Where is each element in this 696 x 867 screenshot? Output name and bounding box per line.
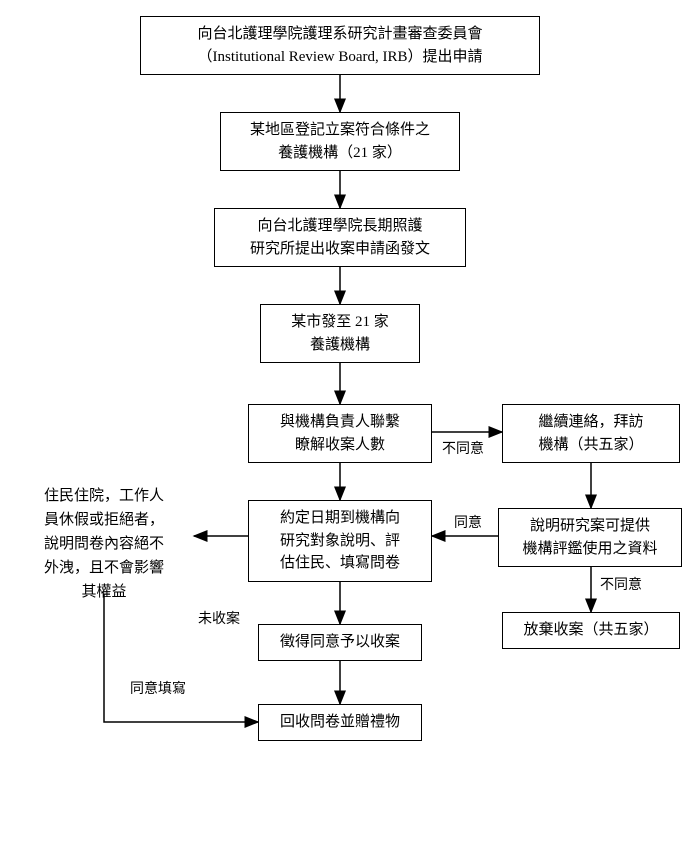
node-n5: 與機構負責人聯繫瞭解收案人數: [248, 404, 432, 463]
node-n2: 某地區登記立案符合條件之養護機構（21 家）: [220, 112, 460, 171]
node-sideLeft-line-2: 說明問卷內容絕不: [14, 532, 194, 556]
node-n7: 徵得同意予以收案: [258, 624, 422, 661]
node-n6r-line-0: 說明研究案可提供: [530, 515, 650, 538]
node-n4: 某市發至 21 家養護機構: [260, 304, 420, 363]
node-n8: 回收問卷並贈禮物: [258, 704, 422, 741]
node-n6: 約定日期到機構向研究對象說明、評估住民、填寫問卷: [248, 500, 432, 582]
node-n8-line-0: 回收問卷並贈禮物: [280, 711, 400, 734]
node-n1-line-0: 向台北護理學院護理系研究計畫審查委員會: [197, 23, 482, 46]
node-n5r-line-0: 繼續連絡，拜訪: [538, 411, 643, 434]
node-sideLeft-line-3: 外洩，且不會影響: [14, 556, 194, 580]
node-n5-line-0: 與機構負責人聯繫: [280, 411, 400, 434]
edge-label-9: 不同意: [598, 574, 644, 594]
node-n5-line-1: 瞭解收案人數: [295, 434, 385, 457]
node-n6-line-0: 約定日期到機構向: [280, 507, 400, 530]
node-n7r-line-0: 放棄收案（共五家）: [523, 619, 658, 642]
node-n5r: 繼續連絡，拜訪機構（共五家）: [502, 404, 680, 463]
node-n1-line-1: （Institutional Review Board, IRB）提出申請: [198, 46, 483, 69]
extra-label-0: 未收案: [196, 608, 242, 628]
edge-label-12: 同意填寫: [128, 678, 188, 698]
node-n7r: 放棄收案（共五家）: [502, 612, 680, 649]
node-n3-line-0: 向台北護理學院長期照護: [257, 215, 422, 238]
node-n3-line-1: 研究所提出收案申請函發文: [250, 238, 430, 261]
node-n4-line-1: 養護機構: [310, 334, 370, 357]
node-n4-line-0: 某市發至 21 家: [291, 311, 389, 334]
node-sideLeft: 住民住院，工作人員休假或拒絕者，說明問卷內容絕不外洩，且不會影響其權益: [14, 484, 194, 604]
node-sideLeft-line-1: 員休假或拒絕者，: [14, 508, 194, 532]
node-n2-line-0: 某地區登記立案符合條件之: [250, 119, 430, 142]
node-n6r: 說明研究案可提供機構評鑑使用之資料: [498, 508, 682, 567]
node-n3: 向台北護理學院長期照護研究所提出收案申請函發文: [214, 208, 466, 267]
node-n6r-line-1: 機構評鑑使用之資料: [522, 538, 657, 561]
node-n6-line-2: 估住民、填寫問卷: [280, 552, 400, 575]
node-sideLeft-line-0: 住民住院，工作人: [14, 484, 194, 508]
node-sideLeft-line-4: 其權益: [14, 580, 194, 604]
edge-label-10: 同意: [452, 512, 484, 532]
node-n5r-line-1: 機構（共五家）: [538, 434, 643, 457]
node-n7-line-0: 徵得同意予以收案: [280, 631, 400, 654]
node-n6-line-1: 研究對象說明、評: [280, 530, 400, 553]
node-n2-line-1: 養護機構（21 家）: [278, 142, 402, 165]
node-n1: 向台北護理學院護理系研究計畫審查委員會（Institutional Review…: [140, 16, 540, 75]
edge-label-7: 不同意: [440, 438, 486, 458]
